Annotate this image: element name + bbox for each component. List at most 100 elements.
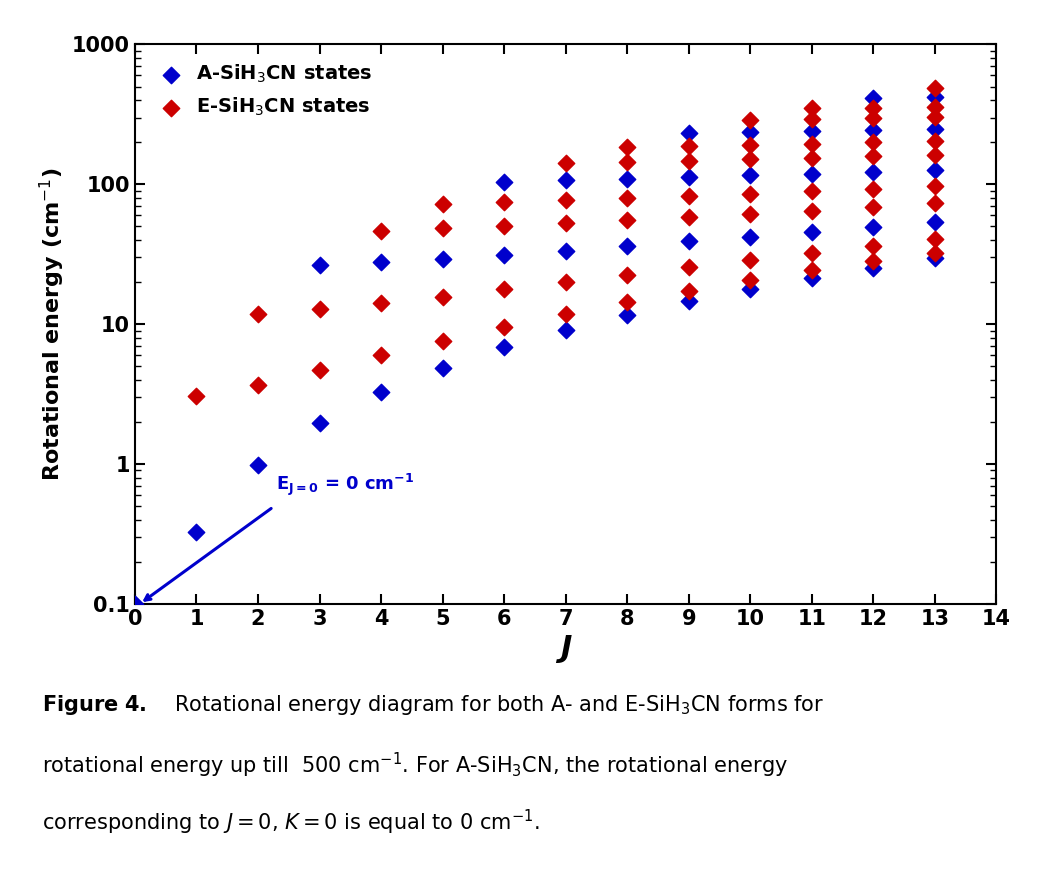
A-SiH$_3$CN states: [927, 251, 944, 266]
E-SiH$_3$CN states: [434, 289, 450, 304]
Text: rotational energy up till  500 cm$^{-1}$. For A-SiH$_3$CN, the rotational energy: rotational energy up till 500 cm$^{-1}$.…: [42, 750, 788, 780]
E-SiH$_3$CN states: [496, 320, 513, 334]
E-SiH$_3$CN states: [927, 110, 944, 124]
Y-axis label: Rotational energy (cm$^{-1}$): Rotational energy (cm$^{-1}$): [37, 167, 66, 481]
E-SiH$_3$CN states: [250, 307, 267, 321]
A-SiH$_3$CN states: [927, 90, 944, 104]
E-SiH$_3$CN states: [681, 260, 698, 274]
A-SiH$_3$CN states: [373, 385, 389, 400]
E-SiH$_3$CN states: [742, 274, 759, 288]
E-SiH$_3$CN states: [865, 100, 881, 115]
A-SiH$_3$CN states: [373, 255, 389, 269]
E-SiH$_3$CN states: [681, 210, 698, 225]
E-SiH$_3$CN states: [557, 217, 574, 231]
A-SiH$_3$CN states: [927, 122, 944, 136]
A-SiH$_3$CN states: [311, 258, 328, 273]
E-SiH$_3$CN states: [865, 200, 881, 214]
E-SiH$_3$CN states: [681, 283, 698, 297]
E-SiH$_3$CN states: [742, 152, 759, 166]
E-SiH$_3$CN states: [803, 151, 820, 165]
A-SiH$_3$CN states: [865, 123, 881, 137]
E-SiH$_3$CN states: [188, 389, 204, 403]
E-SiH$_3$CN states: [803, 137, 820, 151]
E-SiH$_3$CN states: [927, 134, 944, 148]
E-SiH$_3$CN states: [865, 181, 881, 195]
A-SiH$_3$CN states: [865, 219, 881, 234]
Text: Rotational energy diagram for both A- and E-SiH$_3$CN forms for: Rotational energy diagram for both A- an…: [161, 693, 824, 717]
E-SiH$_3$CN states: [927, 147, 944, 162]
A-SiH$_3$CN states: [434, 251, 450, 266]
A-SiH$_3$CN states: [742, 169, 759, 183]
E-SiH$_3$CN states: [865, 111, 881, 125]
A-SiH$_3$CN states: [311, 416, 328, 431]
E-SiH$_3$CN states: [927, 232, 944, 246]
E-SiH$_3$CN states: [557, 193, 574, 207]
A-SiH$_3$CN states: [865, 91, 881, 105]
E-SiH$_3$CN states: [619, 191, 635, 205]
E-SiH$_3$CN states: [803, 112, 820, 126]
E-SiH$_3$CN states: [927, 178, 944, 193]
E-SiH$_3$CN states: [803, 101, 820, 115]
E-SiH$_3$CN states: [619, 267, 635, 281]
A-SiH$_3$CN states: [557, 243, 574, 258]
E-SiH$_3$CN states: [742, 186, 759, 201]
E-SiH$_3$CN states: [803, 264, 820, 278]
E-SiH$_3$CN states: [619, 213, 635, 227]
A-SiH$_3$CN states: [865, 164, 881, 178]
E-SiH$_3$CN states: [373, 224, 389, 238]
E-SiH$_3$CN states: [927, 196, 944, 210]
A-SiH$_3$CN states: [557, 322, 574, 337]
E-SiH$_3$CN states: [311, 302, 328, 316]
A-SiH$_3$CN states: [742, 229, 759, 243]
E-SiH$_3$CN states: [373, 296, 389, 310]
E-SiH$_3$CN states: [742, 207, 759, 221]
A-SiH$_3$CN states: [681, 234, 698, 249]
E-SiH$_3$CN states: [496, 195, 513, 210]
E-SiH$_3$CN states: [865, 254, 881, 268]
A-SiH$_3$CN states: [619, 171, 635, 186]
E-SiH$_3$CN states: [681, 139, 698, 153]
E-SiH$_3$CN states: [434, 334, 450, 348]
E-SiH$_3$CN states: [250, 377, 267, 392]
A-SiH$_3$CN states: [803, 167, 820, 181]
A-SiH$_3$CN states: [557, 173, 574, 187]
A-SiH$_3$CN states: [681, 125, 698, 139]
E-SiH$_3$CN states: [742, 138, 759, 152]
E-SiH$_3$CN states: [865, 135, 881, 149]
Text: $\mathbf{E_{J=0}}$ = 0 cm$\mathbf{^{-1}}$: $\mathbf{E_{J=0}}$ = 0 cm$\mathbf{^{-1}}…: [276, 472, 415, 498]
A-SiH$_3$CN states: [496, 340, 513, 354]
Legend: A-SiH$_3$CN states, E-SiH$_3$CN states: A-SiH$_3$CN states, E-SiH$_3$CN states: [145, 55, 380, 125]
E-SiH$_3$CN states: [373, 348, 389, 362]
A-SiH$_3$CN states: [742, 124, 759, 139]
E-SiH$_3$CN states: [927, 99, 944, 114]
A-SiH$_3$CN states: [803, 123, 820, 138]
E-SiH$_3$CN states: [803, 184, 820, 198]
Text: corresponding to $J=0$, $K=0$ is equal to 0 cm$^{-1}$.: corresponding to $J=0$, $K=0$ is equal t…: [42, 808, 539, 837]
A-SiH$_3$CN states: [619, 307, 635, 321]
X-axis label: J: J: [561, 634, 571, 663]
E-SiH$_3$CN states: [619, 155, 635, 169]
A-SiH$_3$CN states: [681, 170, 698, 185]
A-SiH$_3$CN states: [250, 458, 267, 472]
E-SiH$_3$CN states: [865, 149, 881, 163]
A-SiH$_3$CN states: [496, 248, 513, 262]
E-SiH$_3$CN states: [927, 81, 944, 95]
E-SiH$_3$CN states: [619, 139, 635, 154]
E-SiH$_3$CN states: [434, 221, 450, 235]
E-SiH$_3$CN states: [311, 363, 328, 377]
A-SiH$_3$CN states: [803, 225, 820, 239]
E-SiH$_3$CN states: [557, 275, 574, 289]
Text: $\mathbf{Figure\ 4.}$: $\mathbf{Figure\ 4.}$: [42, 693, 146, 717]
E-SiH$_3$CN states: [927, 246, 944, 260]
A-SiH$_3$CN states: [127, 597, 143, 611]
A-SiH$_3$CN states: [188, 525, 204, 539]
A-SiH$_3$CN states: [496, 175, 513, 189]
A-SiH$_3$CN states: [434, 361, 450, 375]
A-SiH$_3$CN states: [681, 294, 698, 308]
A-SiH$_3$CN states: [803, 271, 820, 285]
E-SiH$_3$CN states: [742, 253, 759, 267]
E-SiH$_3$CN states: [434, 196, 450, 210]
E-SiH$_3$CN states: [557, 156, 574, 170]
E-SiH$_3$CN states: [803, 246, 820, 260]
E-SiH$_3$CN states: [496, 219, 513, 234]
